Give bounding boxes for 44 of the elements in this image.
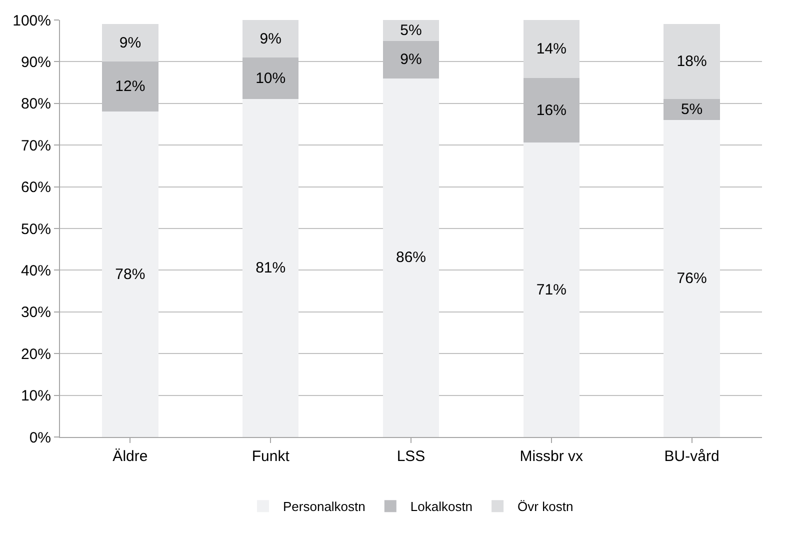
y-tick-label: 0% bbox=[29, 429, 51, 446]
x-tick-label: Äldre bbox=[112, 448, 148, 465]
data-label: 86% bbox=[396, 249, 426, 266]
x-tick-label: Missbr vx bbox=[520, 448, 584, 465]
legend-label: Övr kostn bbox=[518, 499, 574, 514]
x-tick-label: BU-vård bbox=[664, 448, 720, 465]
bar bbox=[102, 112, 158, 437]
legend-label: Personalkostn bbox=[283, 499, 366, 514]
x-tick-label: LSS bbox=[396, 448, 426, 465]
bar bbox=[102, 24, 158, 62]
data-label: 78% bbox=[115, 266, 146, 283]
bar bbox=[664, 120, 720, 437]
bar bbox=[382, 78, 440, 437]
data-label: 10% bbox=[256, 70, 286, 87]
bar bbox=[242, 99, 299, 437]
bar bbox=[523, 142, 580, 437]
data-label: 5% bbox=[400, 22, 422, 39]
data-label: 81% bbox=[256, 260, 286, 277]
y-tick-label: 60% bbox=[20, 179, 51, 196]
data-label: 16% bbox=[536, 102, 566, 119]
data-label: 76% bbox=[676, 270, 707, 288]
data-label: 12% bbox=[115, 78, 146, 96]
data-label: 9% bbox=[400, 51, 422, 68]
y-tick-label: 90% bbox=[20, 54, 51, 71]
data-label: 14% bbox=[536, 40, 566, 58]
data-label: 71% bbox=[536, 281, 566, 298]
y-tick-label: 40% bbox=[20, 262, 51, 280]
data-label: 9% bbox=[119, 34, 142, 52]
y-tick-label: 100% bbox=[12, 12, 51, 30]
x-tick-label: Funkt bbox=[252, 448, 290, 465]
y-tick-label: 30% bbox=[20, 304, 51, 322]
data-label: 9% bbox=[260, 30, 282, 48]
bar bbox=[382, 20, 440, 41]
data-label: 5% bbox=[680, 101, 703, 118]
y-tick-label: 10% bbox=[20, 388, 51, 405]
bar bbox=[664, 24, 720, 100]
y-tick-label: 20% bbox=[20, 346, 51, 363]
y-tick-label: 70% bbox=[20, 137, 51, 154]
legend-label: Lokalkostn bbox=[410, 499, 473, 514]
bar bbox=[523, 20, 580, 78]
y-tick-label: 80% bbox=[20, 96, 51, 113]
bar bbox=[242, 20, 299, 58]
y-tick-label: 50% bbox=[20, 220, 51, 238]
data-label: 18% bbox=[676, 53, 707, 70]
